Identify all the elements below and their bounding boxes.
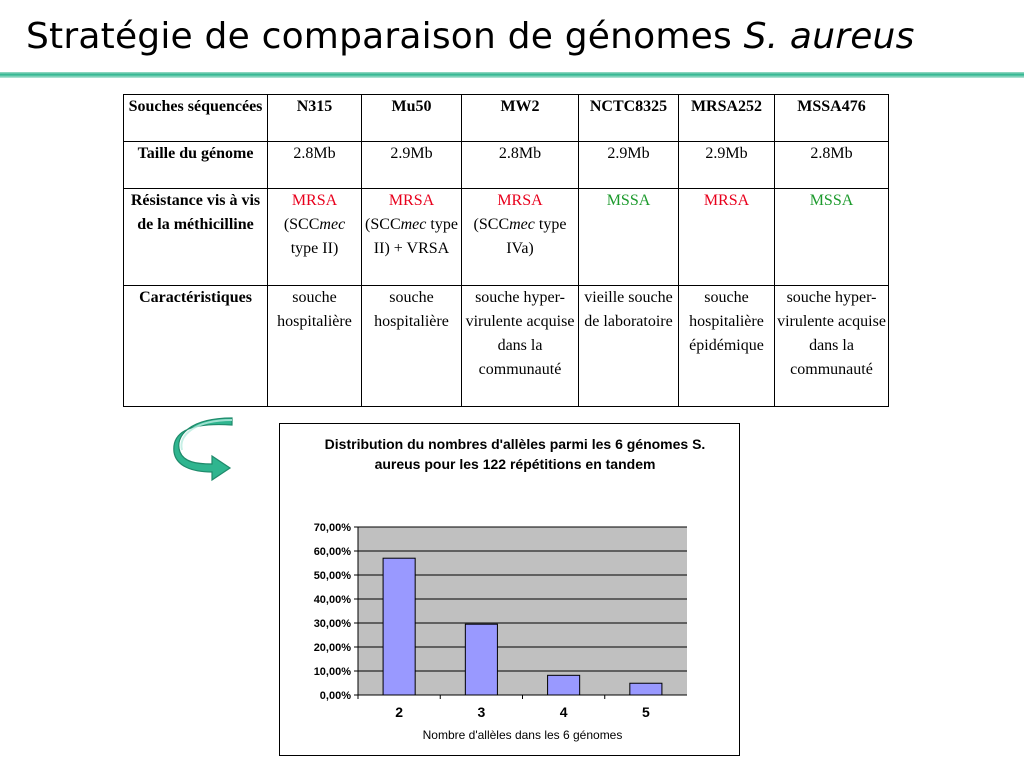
scc-type: (SCCmec type II) + VRSA [365, 216, 458, 257]
title-divider [0, 72, 1024, 78]
status-mrsa: MRSA [291, 192, 338, 209]
cell-size-nctc8325: 2.9Mb [578, 141, 679, 189]
bar-4 [547, 674, 581, 696]
table-row-resistance: Résistance vis à vis de la méthicilline … [123, 188, 889, 286]
y-tick-label: 40,00% [314, 594, 352, 606]
cell-features-mu50: souche hospitalière [361, 285, 462, 407]
y-tick-label: 10,00% [314, 666, 352, 678]
y-tick-label: 20,00% [314, 642, 352, 654]
header-mw2: MW2 [461, 94, 579, 142]
slide-title: Stratégie de comparaison de génomes S. a… [26, 12, 915, 62]
chart-plot: 0,00% 10,00% 20,00% 30,00% 40,00% 50,00% 60,00… [314, 522, 687, 720]
status-mssa: MSSA [809, 192, 854, 209]
bar-3 [464, 623, 498, 696]
status-mssa: MSSA [606, 192, 651, 209]
cell-features-n315: souche hospitalière [267, 285, 362, 407]
curved-arrow-icon [173, 417, 233, 482]
header-n315: N315 [267, 94, 362, 142]
x-tick-label: 2 [395, 704, 403, 720]
cell-features-nctc8325: vieille souche de laboratoire [578, 285, 679, 407]
bar-2 [382, 557, 416, 696]
cell-features-mssa476: souche hyper-virulente acquise dans la c… [774, 285, 889, 407]
x-tick-label: 5 [642, 704, 650, 720]
status-mrsa: MRSA [497, 192, 543, 209]
scc-type: (SCCmec type II) [283, 216, 346, 257]
header-strains: Souches séquencées [123, 94, 268, 142]
cell-size-mrsa252: 2.9Mb [678, 141, 775, 189]
row-label-genome-size: Taille du génome [123, 141, 268, 189]
cell-resistance-nctc8325: MSSA [578, 188, 679, 286]
cell-resistance-mw2: MRSA (SCCmec type IVa) [461, 188, 579, 286]
y-tick-label: 60,00% [314, 546, 352, 558]
cell-resistance-n315: MRSA (SCCmec type II) [267, 188, 362, 286]
y-tick-label: 30,00% [314, 618, 352, 630]
cell-size-mssa476: 2.8Mb [774, 141, 889, 189]
table-header-row: Souches séquencées N315 Mu50 MW2 NCTC832… [123, 94, 889, 142]
genome-comparison-table: Souches séquencées N315 Mu50 MW2 NCTC832… [123, 94, 889, 407]
chart-title: Distribution du nombres d'allèles parmi … [324, 436, 706, 472]
slide-title-main: Stratégie de comparaison de génomes [26, 16, 744, 57]
x-axis-label: Nombre d'allèles dans les 6 génomes [422, 728, 623, 742]
scc-type: (SCCmec type IVa) [473, 216, 567, 257]
x-tick-label: 4 [560, 704, 568, 720]
allele-distribution-chart: Distribution du nombres d'allèles parmi … [279, 423, 740, 756]
cell-size-n315: 2.8Mb [267, 141, 362, 189]
slide-title-species: S. aureus [743, 16, 915, 57]
row-label-resistance: Résistance vis à vis de la méthicilline [123, 188, 268, 286]
y-tick-label: 70,00% [314, 522, 352, 534]
header-mssa476: MSSA476 [774, 94, 889, 142]
cell-resistance-mrsa252: MRSA [678, 188, 775, 286]
cell-resistance-mssa476: MSSA [774, 188, 889, 286]
cell-features-mrsa252: souche hospitalière épidémique [678, 285, 775, 407]
table-row-genome-size: Taille du génome 2.8Mb 2.9Mb 2.8Mb 2.9Mb… [123, 141, 889, 189]
header-nctc8325: NCTC8325 [578, 94, 679, 142]
header-mrsa252: MRSA252 [678, 94, 775, 142]
cell-resistance-mu50: MRSA (SCCmec type II) + VRSA [361, 188, 462, 286]
x-tick-label: 3 [477, 704, 485, 720]
status-mrsa: MRSA [388, 192, 435, 209]
y-tick-label: 0,00% [320, 690, 351, 702]
bar-5 [629, 682, 663, 696]
cell-features-mw2: souche hyper-virulente acquise dans la c… [461, 285, 579, 407]
cell-size-mu50: 2.9Mb [361, 141, 462, 189]
header-mu50: Mu50 [361, 94, 462, 142]
y-tick-label: 50,00% [314, 570, 352, 582]
row-label-features: Caractéristiques [123, 285, 268, 407]
status-mrsa: MRSA [703, 192, 750, 209]
table-row-features: Caractéristiques souche hospitalière sou… [123, 285, 889, 407]
cell-size-mw2: 2.8Mb [461, 141, 579, 189]
